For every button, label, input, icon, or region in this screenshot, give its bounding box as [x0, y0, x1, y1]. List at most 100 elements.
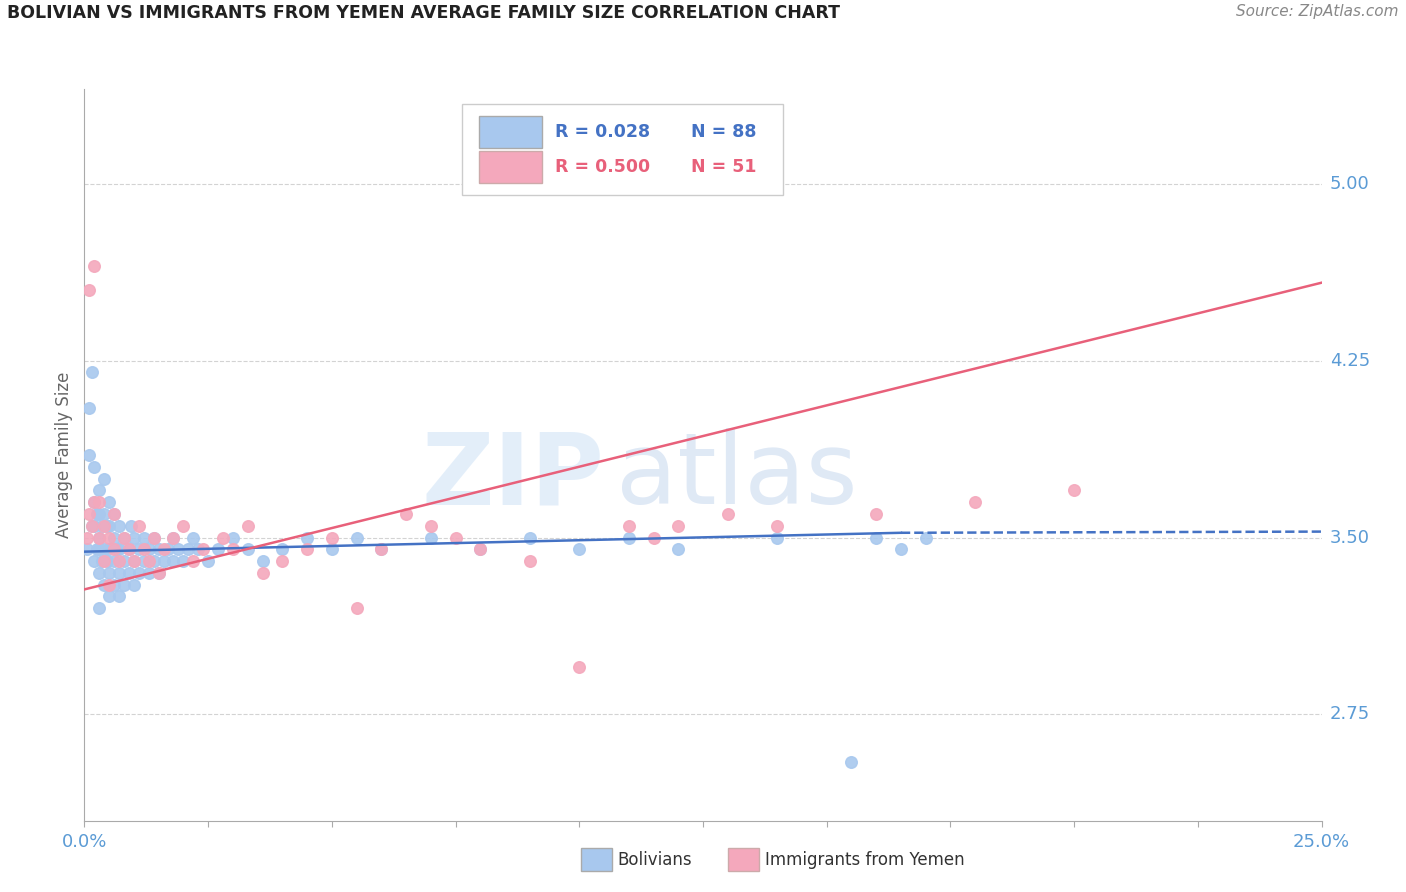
Point — [187, 542, 209, 557]
Point — [207, 542, 229, 557]
FancyBboxPatch shape — [479, 151, 543, 183]
Point — [118, 566, 141, 580]
Point — [89, 495, 111, 509]
Point — [295, 542, 318, 557]
Point — [83, 518, 105, 533]
Point — [93, 577, 115, 591]
Point — [79, 283, 101, 297]
Point — [197, 554, 219, 568]
Text: BOLIVIAN VS IMMIGRANTS FROM YEMEN AVERAGE FAMILY SIZE CORRELATION CHART: BOLIVIAN VS IMMIGRANTS FROM YEMEN AVERAG… — [7, 4, 839, 22]
Point — [76, 542, 98, 557]
Point — [103, 531, 125, 545]
Point — [96, 518, 118, 533]
Point — [90, 518, 112, 533]
Point — [108, 542, 131, 557]
Point — [717, 507, 740, 521]
Point — [142, 531, 165, 545]
Point — [89, 542, 111, 557]
Point — [128, 518, 150, 533]
Point — [108, 554, 131, 568]
Point — [148, 566, 170, 580]
Text: 5.00: 5.00 — [1330, 175, 1369, 193]
Point — [295, 531, 318, 545]
Point — [519, 554, 541, 568]
Point — [89, 601, 111, 615]
Point — [128, 566, 150, 580]
Point — [89, 531, 111, 545]
Point — [142, 554, 165, 568]
Point — [1063, 483, 1085, 498]
Point — [93, 554, 115, 568]
Point — [89, 483, 111, 498]
Point — [93, 542, 115, 557]
Point — [470, 542, 492, 557]
Point — [122, 531, 145, 545]
Point — [112, 577, 135, 591]
Text: R = 0.500: R = 0.500 — [554, 158, 650, 176]
Point — [568, 542, 591, 557]
Text: 3.50: 3.50 — [1330, 528, 1369, 547]
Text: 4.25: 4.25 — [1330, 351, 1371, 369]
Text: Bolivians: Bolivians — [617, 851, 692, 869]
Point — [222, 531, 245, 545]
Point — [841, 755, 863, 769]
Point — [76, 531, 98, 545]
Point — [86, 507, 108, 521]
Point — [865, 507, 887, 521]
Point — [172, 554, 194, 568]
Point — [666, 542, 689, 557]
Point — [80, 365, 103, 379]
Point — [83, 495, 105, 509]
Point — [105, 542, 128, 557]
Point — [138, 554, 160, 568]
Point — [162, 531, 184, 545]
Point — [138, 542, 160, 557]
Point — [419, 531, 441, 545]
Point — [138, 566, 160, 580]
Point — [103, 577, 125, 591]
Point — [162, 531, 184, 545]
Point — [103, 542, 125, 557]
Point — [148, 542, 170, 557]
Point — [120, 518, 142, 533]
Point — [890, 542, 912, 557]
Point — [162, 554, 184, 568]
Point — [152, 554, 174, 568]
Text: N = 88: N = 88 — [690, 122, 756, 141]
Point — [79, 401, 101, 415]
Point — [98, 590, 121, 604]
FancyBboxPatch shape — [479, 116, 543, 148]
Point — [444, 531, 467, 545]
Point — [108, 590, 131, 604]
Point — [181, 531, 204, 545]
Point — [346, 531, 368, 545]
Point — [132, 554, 155, 568]
FancyBboxPatch shape — [461, 103, 783, 195]
Point — [470, 542, 492, 557]
Point — [568, 660, 591, 674]
Point — [98, 542, 121, 557]
Point — [108, 518, 131, 533]
Y-axis label: Average Family Size: Average Family Size — [55, 372, 73, 538]
Point — [83, 554, 105, 568]
Point — [177, 542, 200, 557]
Point — [122, 577, 145, 591]
Point — [80, 518, 103, 533]
Point — [222, 542, 245, 557]
Point — [86, 542, 108, 557]
Point — [617, 531, 640, 545]
Point — [617, 518, 640, 533]
Text: atlas: atlas — [616, 428, 858, 525]
Point — [128, 542, 150, 557]
Point — [118, 542, 141, 557]
Point — [103, 507, 125, 521]
Point — [93, 507, 115, 521]
Point — [83, 259, 105, 273]
Text: 2.75: 2.75 — [1330, 706, 1371, 723]
Point — [519, 531, 541, 545]
Point — [89, 566, 111, 580]
Point — [271, 554, 294, 568]
Point — [90, 554, 112, 568]
Point — [666, 518, 689, 533]
Point — [167, 542, 190, 557]
